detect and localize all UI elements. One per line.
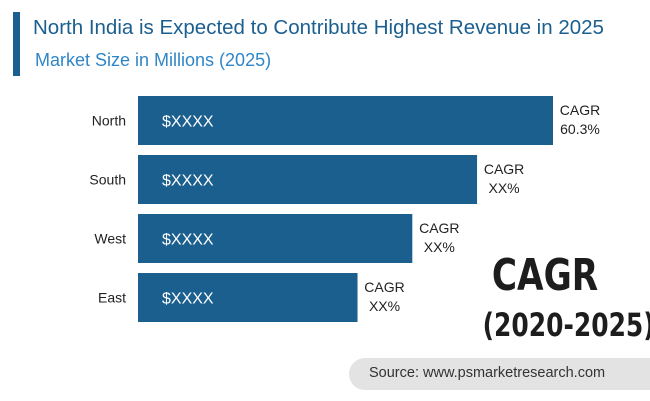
category-label: East — [98, 290, 126, 306]
cagr-callout-title: CAGR — [491, 250, 599, 301]
bar — [138, 214, 413, 263]
bar — [138, 96, 553, 145]
chart-title: North India is Expected to Contribute Hi… — [33, 16, 604, 39]
cagr-value: 60.3% — [560, 121, 600, 137]
source-text: Source: www.psmarketresearch.com — [369, 365, 606, 381]
category-label: North — [92, 113, 126, 129]
cagr-label: CAGR — [364, 279, 404, 295]
bar-value-label: $XXXX — [162, 232, 214, 249]
bar-value-label: $XXXX — [162, 114, 214, 131]
bar-value-label: $XXXX — [162, 291, 214, 308]
bar-value-label: $XXXX — [162, 173, 214, 190]
title-accent-bar — [13, 12, 20, 76]
cagr-value: XX% — [488, 180, 519, 196]
bar — [138, 155, 478, 204]
bar — [138, 273, 358, 322]
cagr-label: CAGR — [484, 161, 524, 177]
cagr-value: XX% — [424, 239, 455, 255]
cagr-label: CAGR — [419, 220, 459, 236]
chart-subtitle: Market Size in Millions (2025) — [35, 50, 272, 70]
source-pill — [349, 358, 650, 390]
category-label: West — [94, 231, 126, 247]
cagr-value: XX% — [369, 298, 400, 314]
category-label: South — [89, 172, 126, 188]
cagr-callout-period: (2020-2025) — [482, 306, 650, 344]
cagr-label: CAGR — [560, 102, 600, 118]
